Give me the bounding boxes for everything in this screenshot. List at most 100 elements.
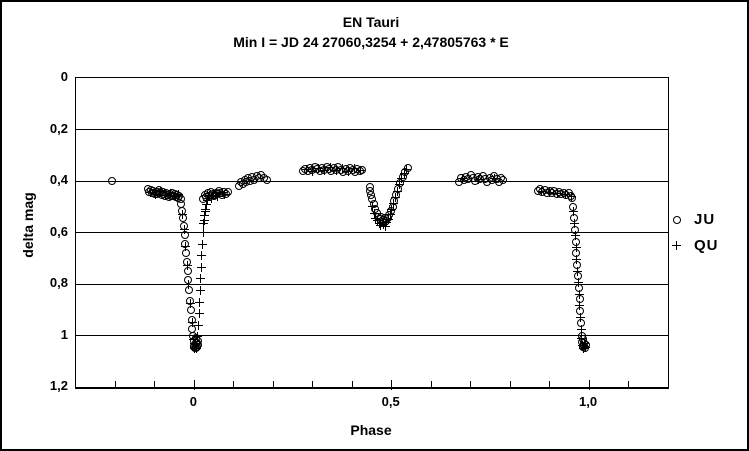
data-point-qu [145,188,155,198]
data-point-qu [196,274,206,284]
x-tick [588,380,590,390]
data-point-qu [380,221,390,231]
data-point-ju [358,165,367,174]
x-tick [549,381,551,387]
data-point-qu [190,338,200,348]
data-point-qu [200,207,210,217]
data-point-qu [181,242,191,252]
data-point-qu [220,189,230,199]
legend-item-qu: QU [670,232,719,258]
data-point-qu [208,190,218,200]
data-point-qu [569,218,579,228]
data-point-qu [308,166,318,176]
data-point-qu [349,164,359,174]
legend: JU QU [670,206,719,258]
x-tick [509,381,511,387]
data-point-qu [179,225,189,235]
data-point-qu [389,199,399,209]
data-point-qu [197,251,207,261]
chart-subtitle: Min I = JD 24 27060,3254 + 2,47805763 * … [233,34,509,50]
data-point-qu [199,216,209,226]
data-point-qu [577,333,587,343]
data-point-qu [151,189,161,199]
x-tick-label: 0,5 [381,394,400,409]
data-point-qu [314,163,324,173]
data-point-qu [489,173,499,183]
data-point-ju [403,164,412,173]
data-point-qu [166,188,176,198]
data-point-qu [368,202,378,212]
data-point-qu [198,228,208,237]
data-point-qu [402,164,412,174]
data-point-qu [374,218,384,228]
data-point-qu [474,175,484,185]
chart-title: EN Tauri [342,14,400,30]
data-point-qu [215,189,225,199]
x-tick [628,381,630,387]
legend-label-ju: JU [694,210,716,228]
data-point-qu [579,343,589,353]
data-point-qu [580,342,590,352]
data-point-qu [579,338,589,348]
y-tick-label: 1,2 [49,378,68,393]
x-tick [351,381,353,387]
x-tick [114,381,116,387]
data-point-qu [369,208,379,218]
data-point-qu [202,195,212,205]
plus-marker-icon [672,241,681,250]
data-point-qu [385,209,395,219]
x-tick [391,380,393,390]
data-point-qu [194,309,204,319]
data-point-qu [572,255,582,265]
gridline [76,129,668,130]
data-point-qu [217,187,227,197]
data-point-qu [193,320,203,330]
data-point-ju [499,176,508,185]
y-tick-label: 0,6 [49,223,68,239]
data-point-qu [578,341,588,351]
data-point-qu [382,217,392,227]
legend-label-qu: QU [694,236,719,254]
data-point-qu [206,194,216,203]
data-point-qu [195,297,205,307]
legend-marker-slot [670,212,684,226]
data-point-qu [537,186,547,196]
gridline [76,232,668,233]
data-point-qu [182,261,192,271]
x-tick [154,381,156,387]
data-point-ju [568,193,577,202]
x-tick-label: 0 [189,394,197,409]
data-point-qu [210,188,220,198]
data-point-qu [187,318,197,328]
data-point-qu [302,164,312,174]
data-point-qu [573,266,583,276]
legend-marker-slot [670,238,684,252]
data-point-qu [576,312,586,322]
data-point-qu [387,204,397,214]
data-point-qu [188,334,198,344]
data-point-qu [192,343,202,353]
y-tick-label: 0,2 [49,120,68,136]
data-point-qu [560,189,570,199]
data-point-qu [552,188,562,198]
data-point-qu [570,230,580,240]
x-axis-title: Phase [350,422,392,438]
data-point-qu [343,166,353,176]
data-point-qu [178,209,188,219]
data-point-qu [379,219,389,229]
data-point-qu [371,213,381,223]
data-point-qu [203,192,213,202]
y-tick-label: 0 [60,69,68,84]
data-point-qu [170,191,180,201]
data-point-qu [391,193,401,203]
x-tick-label: 1,0 [579,394,598,409]
data-point-qu [571,243,581,253]
data-point-qu [320,166,330,176]
gridline [76,335,668,336]
data-point-qu [393,186,403,196]
data-point-qu [184,279,194,289]
data-point-qu [193,332,203,342]
data-point-qu [384,214,394,224]
x-tick [193,380,195,390]
